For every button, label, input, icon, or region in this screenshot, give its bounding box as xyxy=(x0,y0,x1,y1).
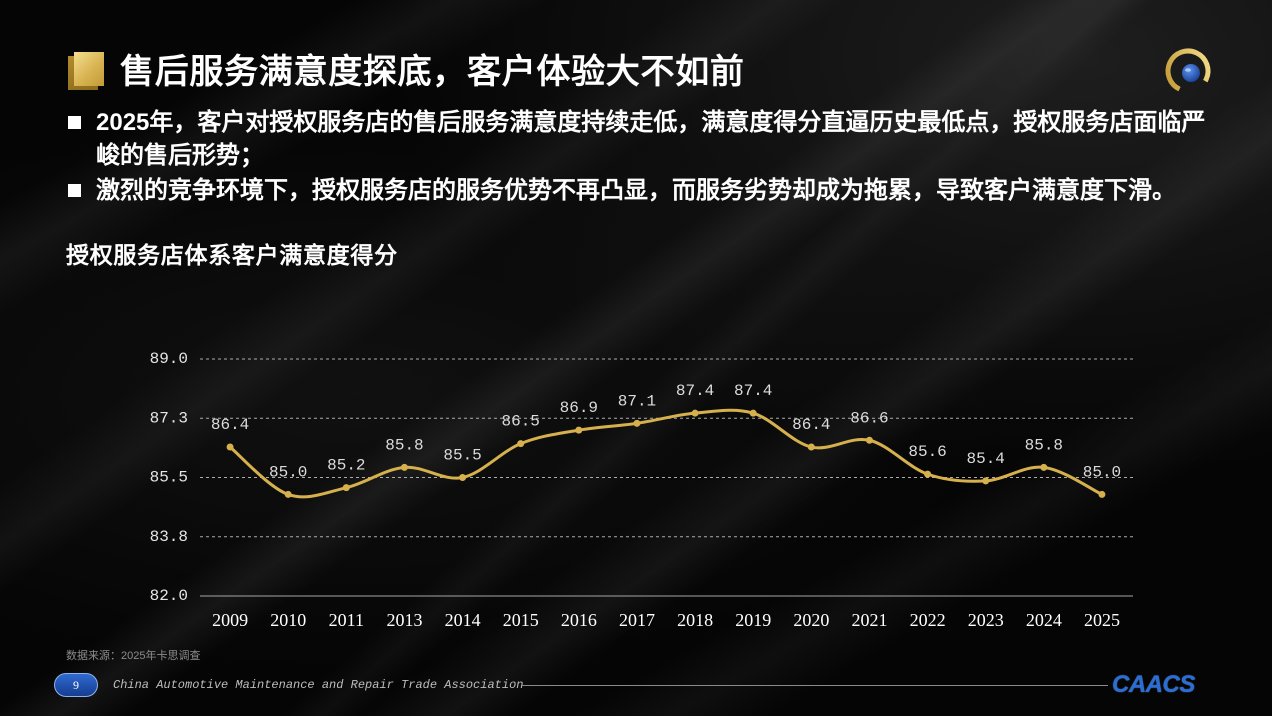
y-tick-label: 87.3 xyxy=(150,409,188,427)
caacs-logo: CAACS xyxy=(1112,671,1195,698)
x-tick-label: 2009 xyxy=(212,610,248,630)
data-point xyxy=(691,409,699,417)
x-tick-label: 2017 xyxy=(619,610,655,630)
page-number-badge: 9 xyxy=(54,673,98,697)
y-tick-label: 82.0 xyxy=(150,587,188,605)
y-tick-label: 85.5 xyxy=(150,469,188,487)
x-tick-label: 2014 xyxy=(445,610,481,630)
x-tick-label: 2020 xyxy=(793,610,829,630)
data-point xyxy=(517,440,525,448)
data-point xyxy=(807,443,815,451)
data-source-note: 数据来源：2025年卡思调查 xyxy=(66,650,201,662)
data-point xyxy=(865,436,873,444)
y-tick-label: 83.8 xyxy=(150,528,188,546)
emblem-ring xyxy=(1165,48,1211,94)
data-point xyxy=(342,484,350,492)
data-label: 85.0 xyxy=(269,463,307,481)
data-label: 86.5 xyxy=(501,413,539,431)
data-point xyxy=(400,463,408,471)
data-point xyxy=(1040,463,1048,471)
chart-title: 授权服务店体系客户满意度得分 xyxy=(66,242,398,268)
data-point xyxy=(284,490,292,498)
data-point xyxy=(982,477,990,485)
data-label: 85.5 xyxy=(443,447,481,465)
data-label: 87.4 xyxy=(676,382,714,400)
x-tick-label: 2018 xyxy=(677,610,713,630)
square-bullet-icon xyxy=(68,184,81,197)
gold-square-icon xyxy=(68,52,104,90)
x-tick-label: 2015 xyxy=(503,610,539,630)
y-tick-label: 89.0 xyxy=(150,350,188,368)
data-label: 86.9 xyxy=(560,399,598,417)
bullet-item: 2025年，客户对授权服务店的售后服务满意度持续走低，满意度得分直逼历史最低点，… xyxy=(68,106,1228,172)
x-tick-label: 2013 xyxy=(386,610,422,630)
bullet-text: 2025年，客户对授权服务店的售后服务满意度持续走低，满意度得分直逼历史最低点，… xyxy=(96,109,1206,169)
data-point xyxy=(226,443,234,451)
data-label: 85.8 xyxy=(385,436,423,454)
x-tick-label: 2019 xyxy=(735,610,771,630)
square-bullet-icon xyxy=(68,116,81,129)
footer-organization-name: China Automotive Maintenance and Repair … xyxy=(113,678,524,692)
data-point xyxy=(749,409,757,417)
emblem-globe xyxy=(1182,64,1200,82)
data-label: 85.8 xyxy=(1025,436,1063,454)
emblem-highlight xyxy=(1185,68,1191,72)
data-label: 87.4 xyxy=(734,382,772,400)
bullet-text: 激烈的竞争环境下，授权服务店的服务优势不再凸显，而服务劣势却成为拖累，导致客户满… xyxy=(96,177,1176,204)
series-line xyxy=(228,408,1104,499)
page-number: 9 xyxy=(73,678,79,692)
data-point xyxy=(633,419,641,427)
x-tick-label: 2025 xyxy=(1084,610,1120,630)
data-label: 86.6 xyxy=(850,409,888,427)
data-point xyxy=(1098,490,1106,498)
slide-title: 售后服务满意度探底，客户体验大不如前 xyxy=(120,53,745,91)
x-tick-label: 2024 xyxy=(1026,610,1062,630)
line-chart: 82.0 83.8 85.5 87.3 89.0 2009 2010 2011 2013 2014… xyxy=(150,350,1133,630)
data-point xyxy=(575,426,583,434)
data-label: 85.2 xyxy=(327,457,365,475)
x-tick-label: 2023 xyxy=(968,610,1004,630)
association-emblem-icon xyxy=(1165,48,1211,94)
x-tick-label: 2016 xyxy=(561,610,597,630)
data-label: 87.1 xyxy=(618,392,656,410)
x-tick-label: 2010 xyxy=(270,610,306,630)
x-tick-label: 2021 xyxy=(851,610,887,630)
data-label: 85.6 xyxy=(908,443,946,461)
data-point xyxy=(459,474,467,481)
data-point xyxy=(924,470,932,478)
footer-divider xyxy=(522,685,1108,686)
data-label: 85.4 xyxy=(966,450,1004,468)
bullet-list: 2025年，客户对授权服务店的售后服务满意度持续走低，满意度得分直逼历史最低点，… xyxy=(68,106,1228,209)
bullet-item: 激烈的竞争环境下，授权服务店的服务优势不再凸显，而服务劣势却成为拖累，导致客户满… xyxy=(68,174,1228,207)
data-label: 86.4 xyxy=(792,416,830,434)
x-tick-label: 2011 xyxy=(329,610,364,630)
data-label: 85.0 xyxy=(1083,463,1121,481)
data-label: 86.4 xyxy=(211,416,249,434)
x-tick-label: 2022 xyxy=(910,610,946,630)
